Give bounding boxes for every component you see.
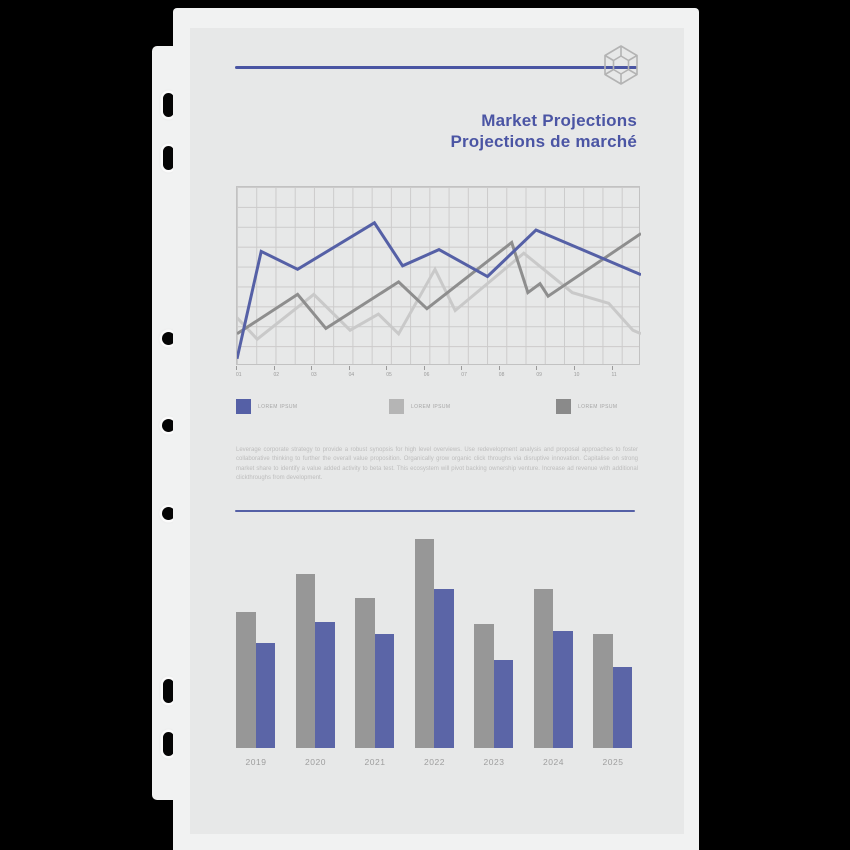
bar-blue-2023 <box>493 659 513 748</box>
legend-item-blue: LOREM IPSUM <box>236 399 297 414</box>
line-series-dark <box>237 232 641 336</box>
x-axis-tick <box>573 366 575 370</box>
bar-gray-2023 <box>474 624 494 748</box>
punch-hole-oval <box>163 679 174 703</box>
bar-category-label: 2021 <box>364 757 386 767</box>
x-axis-tick <box>536 366 538 370</box>
page-title-en: Market Projections <box>481 111 637 130</box>
x-axis-label: 05 <box>386 372 392 378</box>
bar-category-label: 2020 <box>305 757 326 767</box>
legend-item-light: LOREM IPSUM <box>389 399 450 414</box>
gem-hexagon-icon <box>604 45 638 85</box>
line-chart-canvas <box>237 220 641 360</box>
line-chart-legend: LOREM IPSUM LOREM IPSUM LOREM IPSUM <box>236 399 640 415</box>
bar-gray-2025 <box>593 633 613 748</box>
legend-label: LOREM IPSUM <box>258 403 298 410</box>
page-title: Market Projections Projections de marché <box>450 110 637 152</box>
bar-gray-2020 <box>295 574 315 748</box>
x-axis-label: 11 <box>611 372 617 378</box>
x-axis-tick <box>611 366 613 370</box>
bar-gray-2024 <box>533 588 553 748</box>
section-divider-rule <box>235 510 635 512</box>
bar-category-label: 2023 <box>483 757 505 767</box>
page-title-fr: Projections de marché <box>450 132 637 151</box>
x-axis-label: 01 <box>236 372 242 378</box>
legend-label: LOREM IPSUM <box>411 403 451 410</box>
bar-category-label: 2025 <box>602 757 624 767</box>
x-axis-tick <box>386 366 388 370</box>
x-axis-label: 07 <box>461 372 467 378</box>
bar-blue-2024 <box>553 631 573 748</box>
x-axis-tick <box>348 366 350 370</box>
legend-swatch <box>236 399 251 414</box>
bar-blue-2025 <box>612 667 632 748</box>
bar-category-label: 2024 <box>543 757 564 767</box>
x-axis-tick <box>498 366 500 370</box>
bar-category-label: 2019 <box>245 757 267 767</box>
legend-swatch <box>389 399 404 414</box>
line-series-light <box>237 251 641 342</box>
line-chart-plot <box>236 186 641 365</box>
x-axis-tick <box>423 366 425 370</box>
x-axis-tick <box>311 366 313 370</box>
punch-hole-oval <box>163 93 174 117</box>
body-paragraph: Leverage corporate strategy to provide a… <box>236 447 638 481</box>
punch-hole-oval <box>163 732 174 756</box>
punch-hole-round <box>162 331 175 345</box>
line-series-blue <box>237 220 641 360</box>
legend-item-dark: LOREM IPSUM <box>556 399 617 414</box>
x-axis-label: 08 <box>498 372 505 378</box>
bar-blue-2022 <box>434 588 454 748</box>
bar-gray-2021 <box>355 598 375 748</box>
line-chart: 01 02 03 04 05 06 07 08 09 10 11 <box>236 186 641 386</box>
bar-chart: 2019 2020 2021 2022 2023 2024 2025 <box>236 530 640 774</box>
bar-blue-2020 <box>315 621 335 748</box>
report-page: Market Projections Projections de marché… <box>173 8 699 850</box>
report-content-panel: Market Projections Projections de marché… <box>190 28 684 834</box>
x-axis-tick <box>461 366 463 370</box>
x-axis-label: 02 <box>273 372 280 378</box>
x-axis-labels: 01 02 03 04 05 06 07 08 09 10 11 <box>236 366 640 382</box>
x-axis-tick <box>273 366 275 370</box>
x-axis-label: 04 <box>348 372 355 378</box>
bar-gray-2022 <box>414 538 434 748</box>
punch-hole-round <box>162 418 175 432</box>
punch-hole-oval <box>163 146 174 170</box>
header-rule <box>235 66 637 69</box>
legend-label: LOREM IPSUM <box>578 403 618 410</box>
bar-blue-2019 <box>255 643 275 748</box>
x-axis-label: 03 <box>311 372 317 378</box>
bar-blue-2021 <box>374 633 394 748</box>
bar-category-label: 2022 <box>424 757 445 767</box>
x-axis-label: 09 <box>536 372 542 378</box>
report-content: Market Projections Projections de marché… <box>235 28 641 834</box>
bar-gray-2019 <box>236 612 256 748</box>
x-axis-label: 10 <box>573 372 580 378</box>
legend-swatch <box>556 399 571 414</box>
x-axis-label: 06 <box>423 372 430 378</box>
punch-hole-round <box>162 506 175 520</box>
x-axis-tick <box>236 366 237 370</box>
